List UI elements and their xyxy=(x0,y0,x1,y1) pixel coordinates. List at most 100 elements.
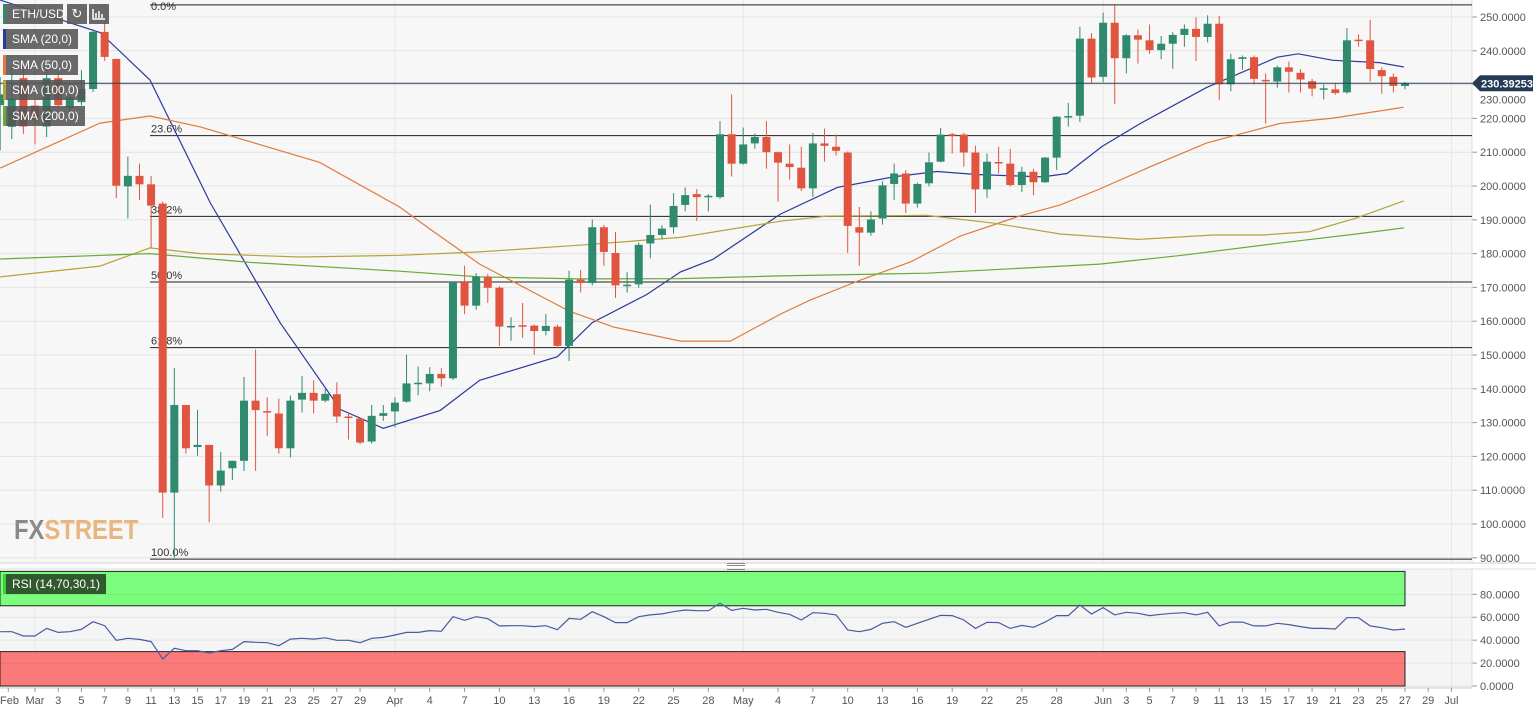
panel-resize-handle[interactable] xyxy=(727,563,745,570)
candle-body xyxy=(878,185,887,219)
candle-body xyxy=(147,184,156,206)
candle-body xyxy=(1389,76,1398,86)
logo-part-fx: FX xyxy=(14,514,45,545)
candle xyxy=(623,272,632,293)
sma-100-legend[interactable]: SMA (100,0) xyxy=(3,80,85,100)
sma-20-legend[interactable]: SMA (20,0) xyxy=(3,29,79,49)
candle-body xyxy=(623,284,632,287)
candle-body xyxy=(1296,72,1305,80)
candle xyxy=(495,286,504,346)
rsi-overbought-zone xyxy=(0,570,1406,607)
candle xyxy=(1238,55,1247,70)
time-tick-label: 3 xyxy=(55,695,61,707)
time-tick-label: 11 xyxy=(1214,695,1225,707)
candle xyxy=(646,204,655,259)
candle xyxy=(344,412,353,440)
candle xyxy=(1064,102,1073,127)
fxstreet-logo: FXSTREET xyxy=(14,514,138,546)
candle xyxy=(936,127,945,163)
time-tick-label: 9 xyxy=(125,695,131,707)
candle-body xyxy=(263,411,272,413)
time-tick-label: 19 xyxy=(1306,695,1318,707)
candle-body xyxy=(425,373,434,384)
fib-level-label: 23.6% xyxy=(151,124,182,136)
candle-body xyxy=(808,143,817,189)
time-tick-label: 19 xyxy=(946,695,958,707)
candle xyxy=(1145,24,1154,54)
candle xyxy=(808,132,817,197)
time-tick-label: 4 xyxy=(427,695,433,707)
candle xyxy=(286,395,295,458)
sma-line xyxy=(0,200,1405,278)
candle xyxy=(611,231,620,298)
candle-body xyxy=(100,31,109,57)
time-tick-label: May xyxy=(733,695,754,707)
candle xyxy=(1226,53,1235,92)
candle-body xyxy=(1157,43,1166,51)
time-tick-label: 10 xyxy=(842,695,854,707)
candle-body xyxy=(1029,171,1038,183)
sma-50-legend[interactable]: SMA (50,0) xyxy=(3,55,79,75)
candle-body xyxy=(356,418,365,443)
time-tick-label: 21 xyxy=(261,695,273,707)
time-tick-label: Mar xyxy=(26,695,45,707)
candle xyxy=(147,175,156,248)
candle xyxy=(1052,116,1061,171)
candle-body xyxy=(1075,38,1084,116)
candle xyxy=(332,382,341,423)
candle-body xyxy=(1041,157,1050,183)
candle xyxy=(715,121,724,199)
candle xyxy=(669,193,678,234)
candle xyxy=(390,397,399,428)
candle-body xyxy=(866,219,875,233)
candle-body xyxy=(390,402,399,412)
candle-body xyxy=(1400,83,1409,86)
candle-body xyxy=(797,167,806,189)
candle xyxy=(576,269,585,293)
candle-body xyxy=(1354,39,1363,42)
time-tick-label: 15 xyxy=(191,695,203,707)
candle-body xyxy=(890,173,899,184)
candle-body xyxy=(785,163,794,168)
candle xyxy=(309,380,318,414)
candle xyxy=(681,187,690,212)
candle xyxy=(414,366,423,396)
candle-body xyxy=(1215,23,1224,85)
time-tick-label: 25 xyxy=(308,695,320,707)
candle xyxy=(507,317,516,341)
refresh-icon[interactable]: ↻ xyxy=(67,4,87,24)
candle xyxy=(692,189,701,221)
candle-body xyxy=(414,382,423,385)
candle xyxy=(460,265,469,315)
candle-body xyxy=(913,183,922,204)
candle xyxy=(588,219,597,286)
candle-body xyxy=(646,235,655,244)
candle xyxy=(924,152,933,187)
candle xyxy=(321,389,330,403)
candle-body xyxy=(565,279,574,346)
time-tick-label: 19 xyxy=(598,695,610,707)
symbol-label[interactable]: ETH/USD xyxy=(3,4,65,24)
candle xyxy=(959,132,968,167)
fib-level-label: 100.0% xyxy=(151,547,189,559)
time-tick-label: 7 xyxy=(462,695,468,707)
current-price-label: 230.39253 xyxy=(1481,78,1533,90)
time-tick-label: 21 xyxy=(1329,695,1341,707)
time-tick-label: 3 xyxy=(1123,695,1129,707)
time-tick-label: 28 xyxy=(1051,695,1063,707)
candle-body xyxy=(832,146,841,151)
price-tick-label: 220.0000 xyxy=(1480,113,1526,125)
candle-body xyxy=(739,144,748,164)
candle-body xyxy=(692,194,701,198)
candle xyxy=(541,314,550,336)
rsi-legend[interactable]: RSI (14,70,30,1) xyxy=(3,574,107,594)
candle-body xyxy=(367,415,376,442)
sma-200-legend[interactable]: SMA (200,0) xyxy=(3,106,85,126)
candle-body xyxy=(959,134,968,153)
candle xyxy=(1261,73,1270,124)
bar-chart-icon[interactable] xyxy=(89,4,109,24)
candle xyxy=(239,376,248,471)
candle-body xyxy=(65,97,74,108)
candle-body xyxy=(924,162,933,184)
